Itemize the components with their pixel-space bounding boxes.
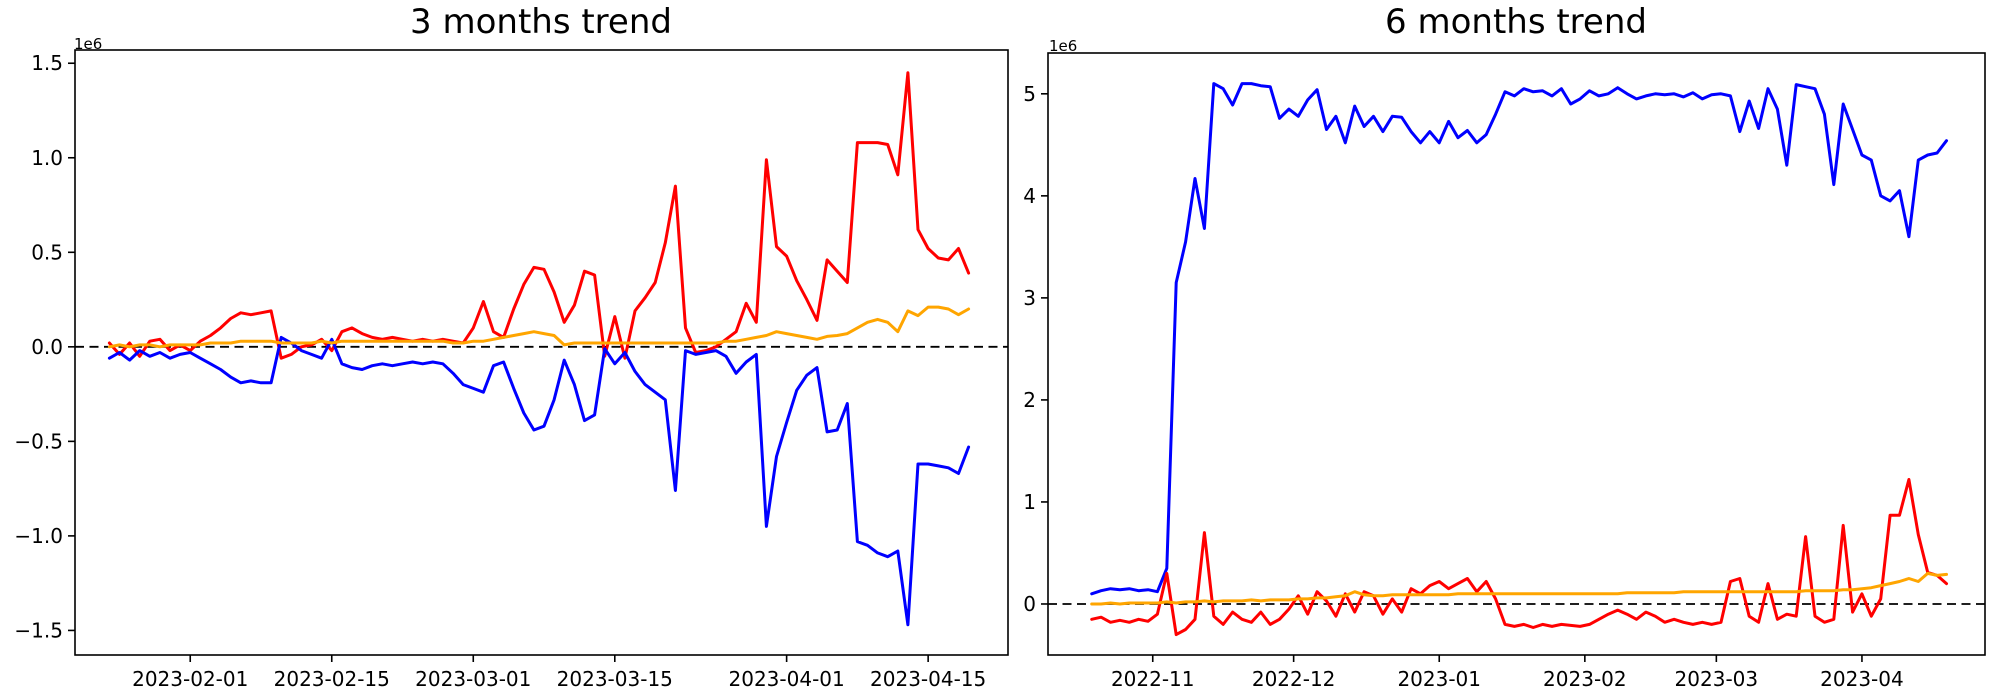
y-tick-label: 2 (1023, 388, 1036, 412)
x-tick-label: 2023-03-01 (415, 667, 531, 691)
y-tick-label: 0.5 (31, 240, 63, 264)
chart-1: 0 1 2 3 4 5 2022-11 2022-12 2023-01 2023-02 2023-0… (1023, 52, 1986, 691)
y-tick-label: 1 (1023, 490, 1036, 514)
y-tick-label: −1.5 (14, 618, 63, 642)
y-tick-label: −0.5 (14, 429, 63, 453)
x-tick-label: 2022-12 (1252, 667, 1336, 691)
y-tick-label: 0 (1023, 592, 1036, 616)
orange-series (107, 305, 971, 349)
chart-0: −1.5 −1.0 −0.5 0.0 0.5 1.0 1.5 2023-02-01 2023-0… (14, 49, 1009, 691)
x-tick-label: 2023-04 (1820, 667, 1904, 691)
x-tick-label: 2023-02-15 (274, 667, 390, 691)
red-series (1090, 478, 1948, 637)
x-tick-label: 2023-01 (1397, 667, 1481, 691)
red-series (107, 71, 971, 360)
x-tick-label: 2023-03 (1675, 667, 1759, 691)
x-tick-label: 2023-03-15 (557, 667, 673, 691)
chart-title-3-months: 3 months trend (410, 2, 672, 42)
axes-spines (74, 49, 1009, 656)
x-tick-label: 2023-02 (1543, 667, 1627, 691)
x-tick-label: 2023-02-01 (132, 667, 248, 691)
y-tick-label: 1.5 (31, 51, 63, 75)
x-tick-label: 2022-11 (1111, 667, 1195, 691)
blue-series (107, 335, 971, 627)
x-tick-label: 2023-04-15 (870, 667, 986, 691)
y-tick-label: −1.0 (14, 524, 63, 548)
y-tick-label: 4 (1023, 184, 1036, 208)
orange-series (1090, 571, 1948, 606)
y-axis-offset-label-left: 1e6 (74, 35, 103, 53)
x-tick-label: 2023-04-01 (729, 667, 845, 691)
y-tick-label: 0.0 (31, 335, 63, 359)
y-tick-label: 3 (1023, 286, 1036, 310)
axes-spines (1047, 52, 1986, 656)
y-tick-label: 5 (1023, 82, 1036, 106)
y-axis-offset-label-right: 1e6 (1049, 37, 1078, 55)
y-tick-label: 1.0 (31, 146, 63, 170)
blue-series (1090, 82, 1948, 596)
chart-title-6-months: 6 months trend (1385, 2, 1647, 42)
